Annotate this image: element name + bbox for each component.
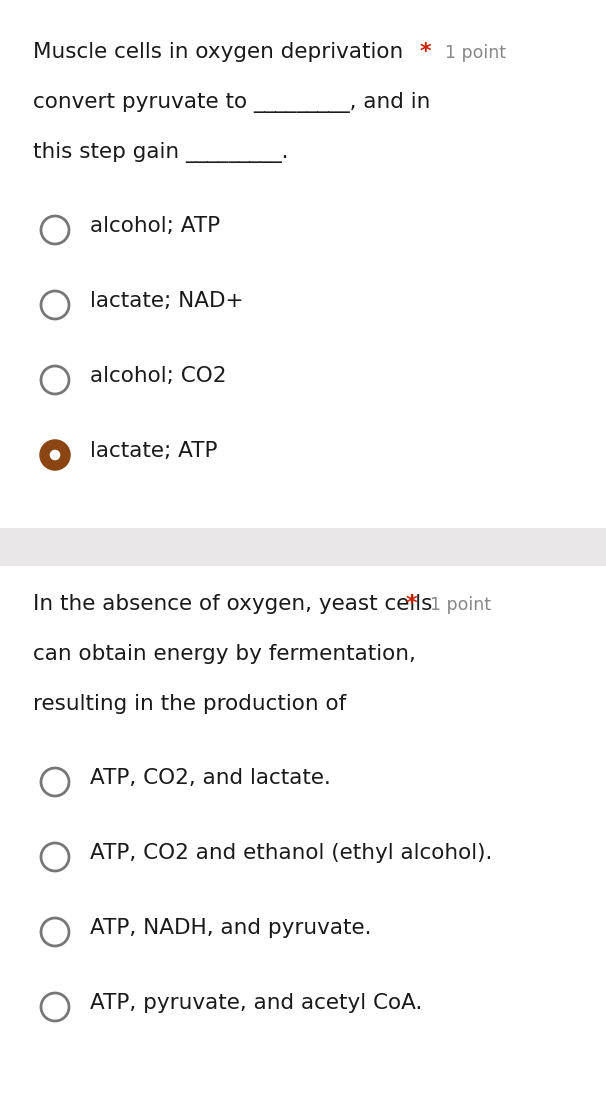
Text: ATP, NADH, and pyruvate.: ATP, NADH, and pyruvate. [90,918,371,938]
Text: resulting in the production of: resulting in the production of [33,694,346,714]
Bar [0,528,606,566]
Circle shape [41,440,69,469]
Text: ATP, CO2, and lactate.: ATP, CO2, and lactate. [90,768,331,788]
Text: this step gain _________.: this step gain _________. [33,142,288,163]
Text: can obtain energy by fermentation,: can obtain energy by fermentation, [33,644,416,665]
Text: ATP, CO2 and ethanol (ethyl alcohol).: ATP, CO2 and ethanol (ethyl alcohol). [90,843,492,863]
Circle shape [41,843,69,871]
Circle shape [50,449,61,460]
Circle shape [41,366,69,393]
Circle shape [41,994,69,1021]
Circle shape [41,291,69,319]
Text: alcohol; ATP: alcohol; ATP [90,216,220,236]
Text: lactate; ATP: lactate; ATP [90,440,218,461]
Text: In the absence of oxygen, yeast cells: In the absence of oxygen, yeast cells [33,593,432,614]
Text: lactate; NAD+: lactate; NAD+ [90,291,244,312]
Text: Muscle cells in oxygen deprivation: Muscle cells in oxygen deprivation [33,42,403,62]
Circle shape [41,918,69,947]
Text: 1 point: 1 point [445,44,506,62]
Text: 1 point: 1 point [430,596,491,614]
Circle shape [41,216,69,244]
Text: *: * [406,593,418,614]
Circle shape [41,768,69,796]
Text: convert pyruvate to _________, and in: convert pyruvate to _________, and in [33,92,430,113]
Text: ATP, pyruvate, and acetyl CoA.: ATP, pyruvate, and acetyl CoA. [90,994,422,1013]
Text: alcohol; CO2: alcohol; CO2 [90,366,227,386]
Text: *: * [420,42,431,62]
